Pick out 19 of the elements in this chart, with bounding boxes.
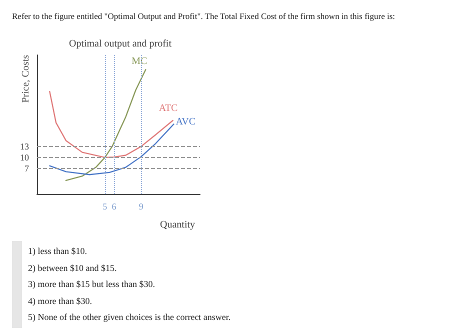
text: 1) less than $10. [28, 245, 88, 258]
line-series [65, 69, 146, 182]
y-tick-label: 7 [24, 163, 30, 174]
y-tick-label: 13 [20, 141, 30, 152]
x-tick-label: 6 [112, 202, 117, 212]
line-series [49, 124, 174, 176]
text: 3) more than $15 but less than $30. [28, 278, 156, 292]
x-tick-label: 5 [102, 202, 108, 212]
y-axis-title: Price, Costs [20, 54, 32, 103]
text: 4) more than $30. [28, 294, 93, 308]
series-label: AVC [176, 116, 196, 128]
series-label: ATC [158, 102, 178, 114]
x-axis-title: Quantity [160, 220, 195, 230]
text: 2) between $10 and $15. [28, 262, 118, 275]
text: 5) None of the other given choices is the correct answer. [28, 311, 231, 324]
chart-title: Optimal output and profit [69, 38, 172, 50]
text: Refer to the figure entitled "Optimal Output and Profit". The Total Fixed Cost of the firm shown in this figure is: [12, 11, 396, 21]
x-tick-label: 9 [138, 202, 144, 212]
y-tick-label: 10 [20, 152, 30, 162]
